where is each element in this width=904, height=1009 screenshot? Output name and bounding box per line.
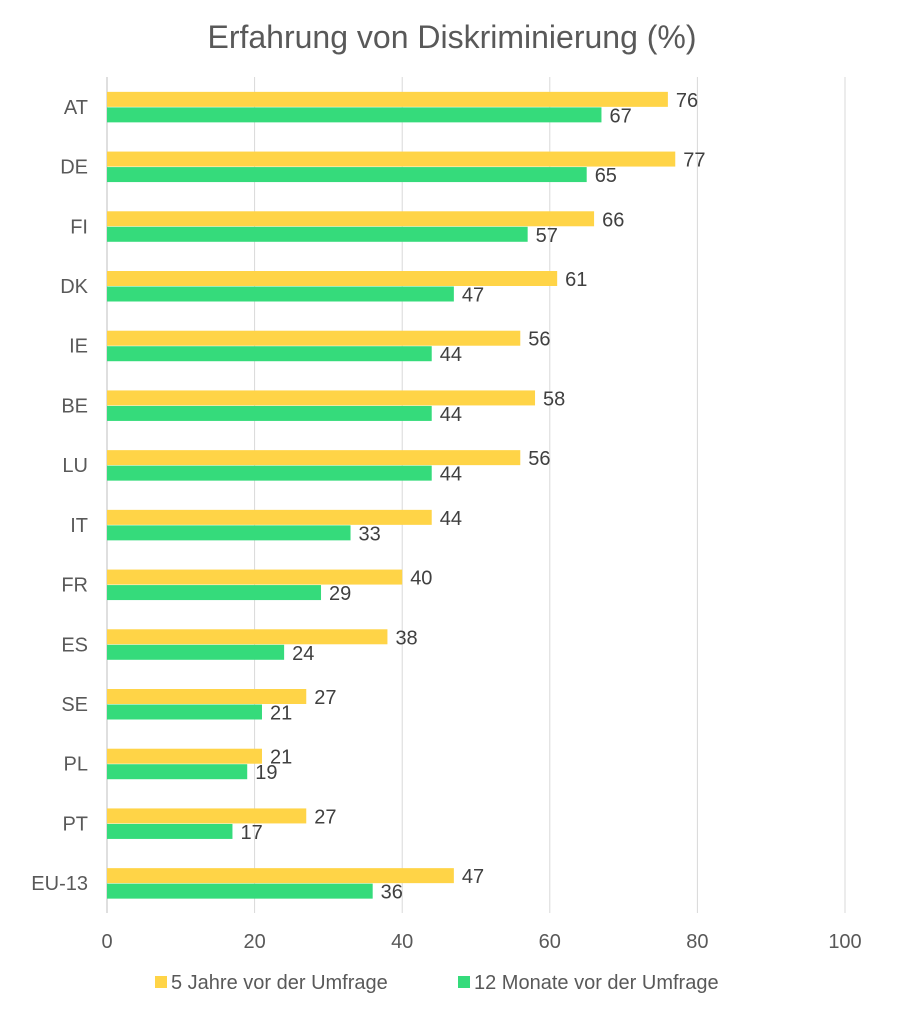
bar [107, 211, 595, 227]
category-label: ES [61, 634, 88, 656]
bar [107, 167, 587, 183]
bar [107, 823, 233, 839]
bar [107, 585, 322, 601]
legend-swatch [458, 976, 470, 988]
legend-label: 12 Monate vor der Umfrage [474, 972, 719, 994]
data-label: 67 [609, 105, 631, 127]
data-label: 77 [683, 150, 705, 172]
bar [107, 704, 262, 720]
data-label: 44 [440, 404, 462, 426]
data-label: 47 [462, 866, 484, 888]
bar [107, 151, 676, 167]
bar [107, 569, 403, 585]
x-tick-label: 40 [391, 931, 413, 953]
x-tick-label: 20 [243, 931, 265, 953]
bar [107, 405, 432, 421]
bar [107, 509, 432, 525]
data-label: 61 [565, 269, 587, 291]
data-label: 19 [255, 762, 277, 784]
category-label: DK [60, 276, 88, 298]
category-label: BE [61, 395, 88, 417]
data-label: 58 [543, 388, 565, 410]
category-label: FI [70, 216, 88, 238]
bar [107, 346, 432, 362]
data-label: 44 [440, 344, 462, 366]
category-label: PL [64, 754, 88, 776]
data-label: 76 [676, 90, 698, 112]
data-label: 66 [602, 209, 624, 231]
bar [107, 271, 558, 286]
legend-label: 5 Jahre vor der Umfrage [171, 972, 388, 994]
bar [107, 629, 388, 645]
category-label: AT [64, 97, 88, 119]
bar [107, 883, 373, 899]
x-tick-label: 60 [539, 931, 561, 953]
bars: 76 67 77 65 66 57 61 47 56 44 58 44 56 44 44 33 40 29 38 24… [107, 90, 706, 904]
category-label: DE [60, 157, 88, 179]
category-label: EU-13 [31, 873, 88, 895]
data-label: 33 [359, 523, 381, 545]
bar [107, 107, 602, 123]
bar [107, 764, 248, 780]
bar [107, 808, 307, 824]
bar [107, 330, 521, 346]
bar [107, 748, 262, 764]
chart-title: Erfahrung von Diskriminierung (%) [207, 19, 696, 55]
data-label: 44 [440, 508, 462, 530]
data-label: 21 [270, 703, 292, 725]
bar [107, 226, 528, 242]
x-tick-label: 0 [101, 931, 112, 953]
bar [107, 644, 285, 660]
x-tick-labels: 0 20 40 60 80 100 [101, 931, 861, 953]
bar [107, 91, 668, 107]
bar [107, 525, 351, 541]
bar [107, 465, 432, 481]
data-label: 21 [270, 747, 292, 769]
category-label: PT [62, 813, 88, 835]
legend-swatch [155, 976, 167, 988]
data-label: 17 [240, 822, 262, 844]
x-tick-label: 100 [828, 931, 861, 953]
data-label: 36 [381, 882, 403, 904]
bar [107, 450, 521, 466]
data-label: 56 [528, 329, 550, 351]
data-label: 24 [292, 643, 314, 665]
data-label: 57 [536, 225, 558, 247]
bar [107, 868, 454, 884]
data-label: 56 [528, 448, 550, 470]
category-label: SE [61, 694, 88, 716]
data-label: 65 [595, 165, 617, 187]
gridlines [106, 77, 846, 913]
data-label: 38 [395, 627, 417, 649]
x-tick-label: 80 [686, 931, 708, 953]
bar [107, 286, 454, 302]
category-label: IE [69, 336, 88, 358]
category-label: FR [61, 575, 88, 597]
category-label: LU [62, 455, 88, 477]
category-label: IT [70, 515, 88, 537]
data-label: 27 [314, 687, 336, 709]
data-label: 40 [410, 568, 432, 590]
data-label: 29 [329, 583, 351, 605]
data-label: 27 [314, 806, 336, 828]
data-label: 47 [462, 285, 484, 307]
category-labels: AT DE FI DK IE BE LU IT FR ES SE PL PT EU-13 [31, 97, 88, 895]
bar [107, 689, 307, 704]
legend: 5 Jahre vor der Umfrage 12 Monate vor der… [155, 972, 719, 994]
bar [107, 390, 536, 406]
data-label: 44 [440, 464, 462, 486]
